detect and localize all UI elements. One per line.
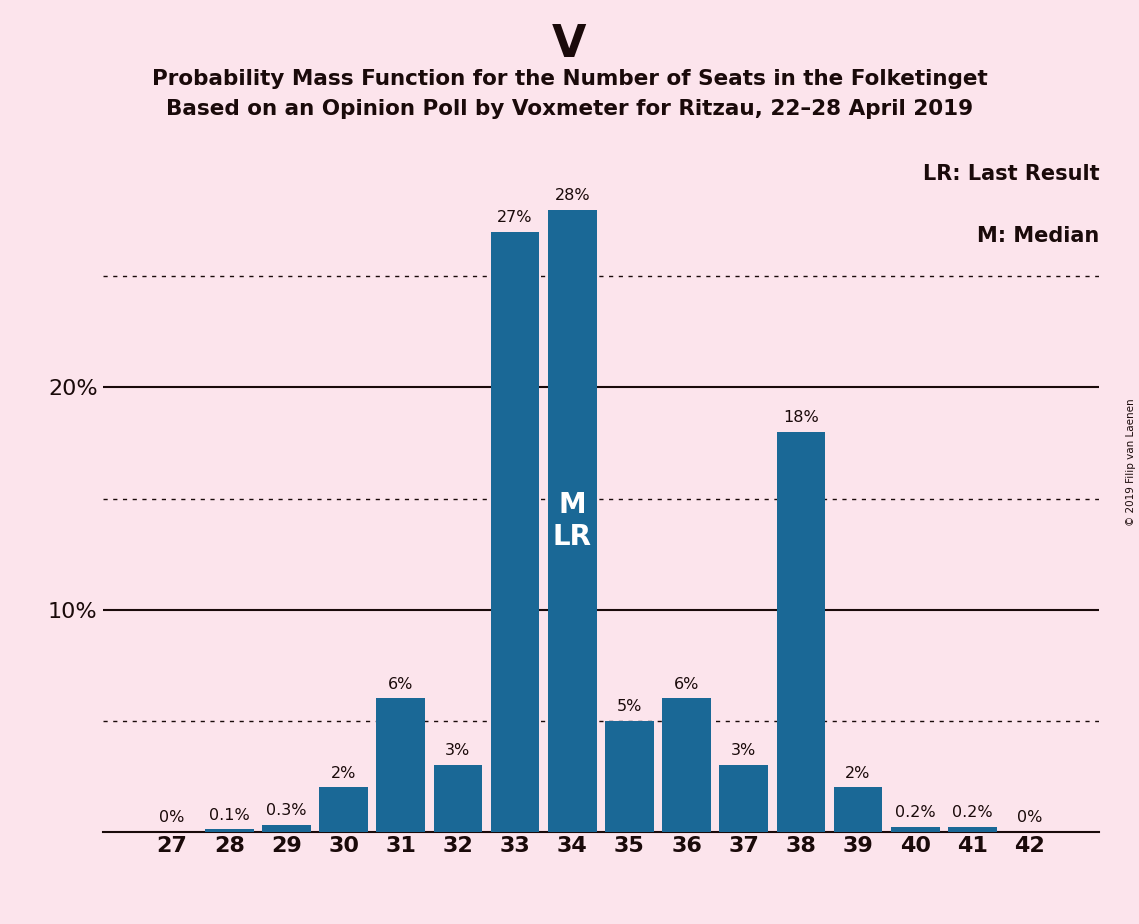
Bar	[262, 825, 311, 832]
Text: LR: Last Result: LR: Last Result	[923, 164, 1099, 184]
Text: M: Median: M: Median	[977, 225, 1099, 246]
Text: 2%: 2%	[331, 765, 357, 781]
Text: Probability Mass Function for the Number of Seats in the Folketinget: Probability Mass Function for the Number…	[151, 69, 988, 90]
Text: 0.3%: 0.3%	[267, 803, 306, 819]
Text: 18%: 18%	[782, 410, 819, 425]
Bar	[434, 765, 482, 832]
Text: 27%: 27%	[498, 211, 533, 225]
Bar	[948, 827, 997, 832]
Text: 6%: 6%	[388, 676, 413, 692]
Bar	[319, 787, 368, 832]
Bar	[720, 765, 768, 832]
Bar	[548, 210, 597, 832]
Text: M
LR: M LR	[552, 491, 592, 551]
Text: 28%: 28%	[555, 188, 590, 203]
Bar	[377, 699, 425, 832]
Bar	[834, 787, 883, 832]
Text: V: V	[552, 23, 587, 67]
Text: 3%: 3%	[445, 743, 470, 759]
Text: Based on an Opinion Poll by Voxmeter for Ritzau, 22–28 April 2019: Based on an Opinion Poll by Voxmeter for…	[166, 99, 973, 119]
Text: 0.2%: 0.2%	[952, 806, 993, 821]
Text: 0.1%: 0.1%	[208, 808, 249, 822]
Bar	[491, 232, 540, 832]
Text: 2%: 2%	[845, 765, 870, 781]
Bar	[891, 827, 940, 832]
Text: 6%: 6%	[674, 676, 699, 692]
Text: © 2019 Filip van Laenen: © 2019 Filip van Laenen	[1126, 398, 1136, 526]
Text: 3%: 3%	[731, 743, 756, 759]
Bar	[662, 699, 711, 832]
Bar	[777, 432, 825, 832]
Text: 5%: 5%	[616, 699, 642, 714]
Bar	[205, 830, 254, 832]
Text: 0%: 0%	[159, 810, 185, 825]
Text: 0%: 0%	[1017, 810, 1042, 825]
Text: 0.2%: 0.2%	[895, 806, 935, 821]
Bar	[605, 721, 654, 832]
